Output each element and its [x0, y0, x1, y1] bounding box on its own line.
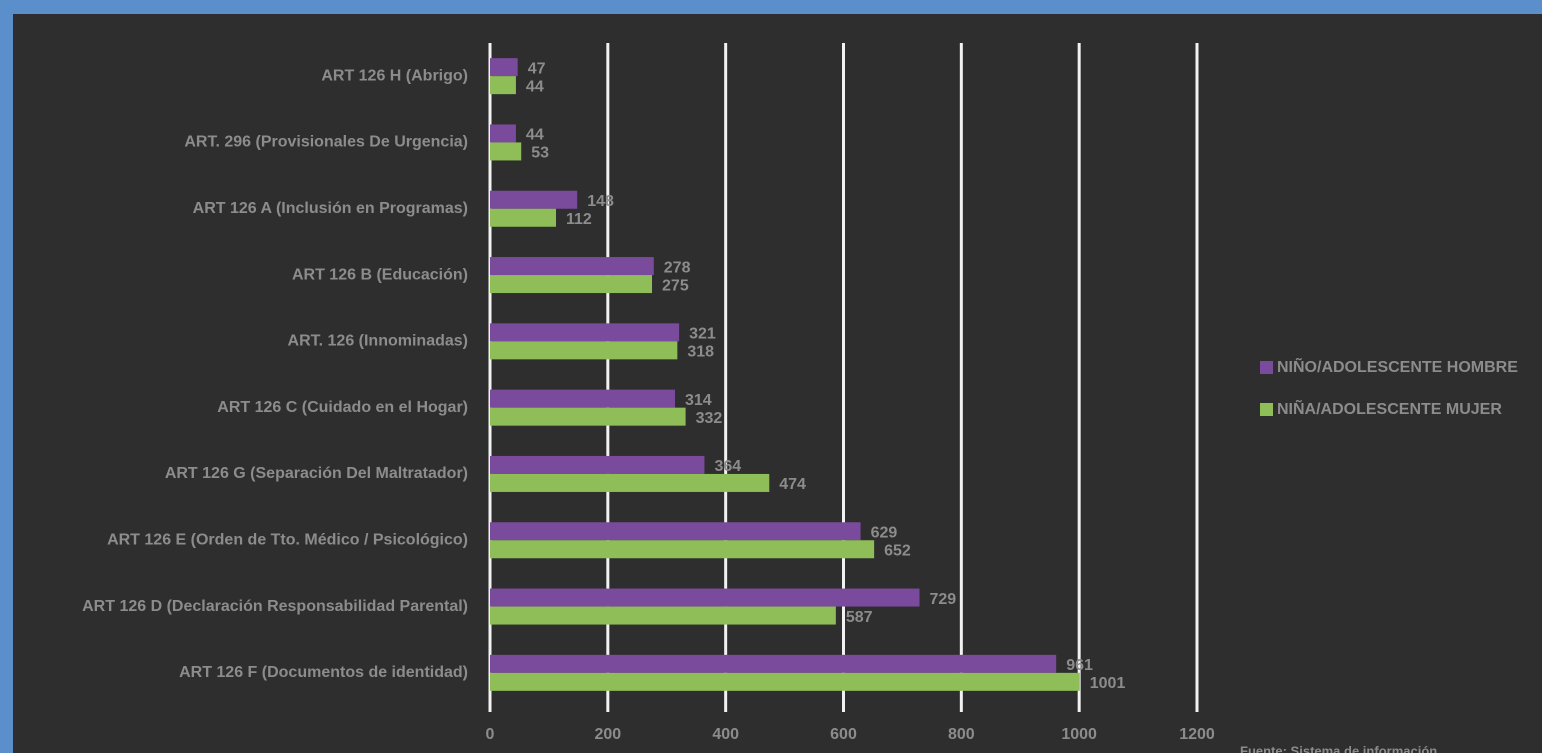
y-tick-label: ART 126 A (Inclusión en Programas)	[193, 200, 468, 217]
bar	[490, 455, 705, 474]
data-label: 332	[696, 410, 723, 427]
legend-label: NIÑO/ADOLESCENTE HOMBRE	[1277, 356, 1518, 376]
y-tick-label: ART 126 E (Orden de Tto. Médico / Psicol…	[107, 531, 468, 548]
y-tick-label: ART 126 H (Abrigo)	[321, 67, 468, 84]
data-label: 364	[714, 458, 741, 475]
plot-background	[13, 14, 1542, 753]
y-tick-label: ART 126 G (Separación Del Maltratador)	[165, 465, 468, 482]
bar	[490, 208, 556, 227]
x-tick-label: 1200	[1179, 726, 1215, 743]
data-label: 318	[687, 344, 714, 361]
data-label: 44	[526, 78, 544, 95]
bar	[490, 522, 861, 541]
bar	[490, 341, 678, 360]
bar	[490, 124, 516, 143]
y-tick-label: ART 126 D (Declaración Responsabilidad P…	[82, 598, 468, 615]
x-tick-label: 200	[594, 726, 621, 743]
bar	[490, 190, 578, 209]
bar	[490, 588, 920, 607]
data-label: 474	[779, 476, 806, 493]
data-label: 278	[664, 259, 691, 276]
data-label: 53	[531, 145, 549, 162]
y-tick-label: ART 126 F (Documentos de identidad)	[179, 664, 468, 681]
y-tick-label: ART 126 C (Cuidado en el Hogar)	[217, 399, 468, 416]
data-label: 1001	[1090, 675, 1126, 692]
data-label: 652	[884, 542, 911, 559]
data-label: 729	[930, 591, 957, 608]
data-label: 961	[1066, 657, 1093, 674]
source-note: Fuente: Sistema de información	[1240, 743, 1437, 753]
x-tick-label: 1000	[1061, 726, 1097, 743]
bar	[490, 58, 518, 77]
x-tick-label: 400	[712, 726, 739, 743]
y-tick-label: ART. 296 (Provisionales De Urgencia)	[184, 134, 468, 151]
x-tick-label: 0	[486, 726, 495, 743]
data-label: 148	[587, 193, 614, 210]
data-label: 314	[685, 392, 712, 409]
data-label: 112	[566, 211, 592, 228]
data-label: 275	[662, 277, 689, 294]
bar	[490, 257, 654, 276]
bar	[490, 142, 522, 161]
bar	[490, 654, 1057, 673]
legend-label: NIÑA/ADOLESCENTE MUJER	[1277, 398, 1502, 418]
y-tick-label: ART. 126 (Innominadas)	[288, 333, 468, 350]
bar	[490, 407, 686, 426]
x-tick-label: 600	[830, 726, 857, 743]
legend-swatch	[1260, 361, 1273, 374]
bar	[490, 606, 836, 625]
bar	[490, 540, 875, 559]
bar	[490, 672, 1080, 691]
data-label: 587	[846, 609, 873, 626]
bar	[490, 275, 653, 294]
y-tick-label: ART 126 B (Educación)	[292, 266, 468, 283]
data-label: 629	[871, 524, 898, 541]
data-label: 321	[689, 326, 716, 343]
legend-swatch	[1260, 403, 1273, 416]
bar	[490, 76, 516, 95]
bar	[490, 473, 770, 492]
bar	[490, 323, 680, 342]
data-label: 47	[528, 60, 546, 77]
x-tick-label: 800	[948, 726, 975, 743]
bar	[490, 389, 675, 408]
data-label: 44	[526, 127, 544, 144]
